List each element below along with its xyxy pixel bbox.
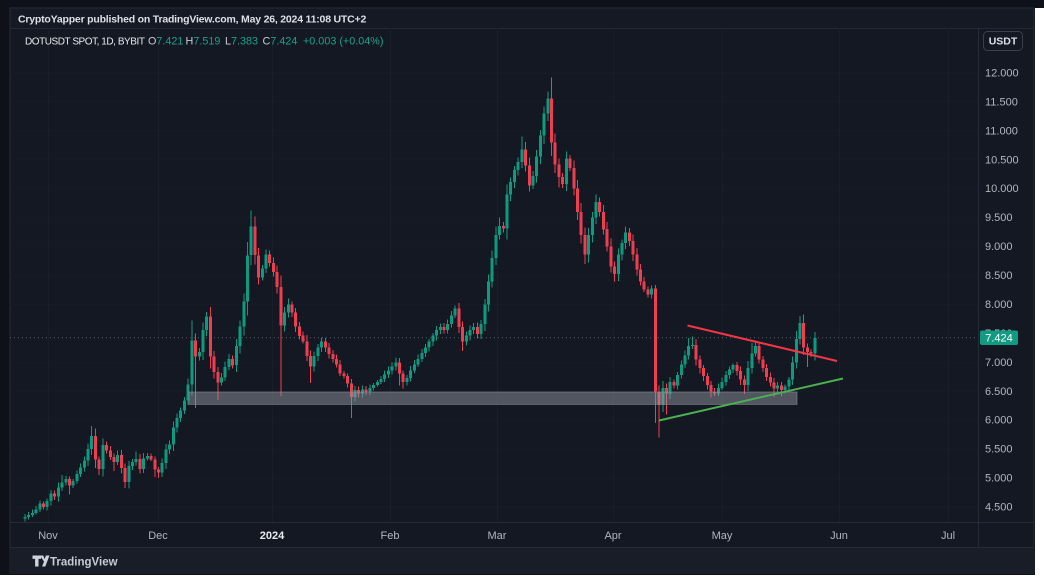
svg-text:H7.519: H7.519	[186, 36, 221, 48]
svg-text:Nov: Nov	[38, 530, 58, 542]
svg-text:TradingView: TradingView	[50, 557, 118, 569]
svg-text:8.000: 8.000	[985, 299, 1013, 311]
svg-text:Dec: Dec	[148, 530, 168, 542]
svg-text:USDT: USDT	[989, 36, 1018, 48]
svg-text:11.000: 11.000	[985, 125, 1018, 137]
svg-text:O7.421: O7.421	[148, 36, 183, 48]
svg-text:9.000: 9.000	[985, 241, 1013, 253]
svg-text:11.500: 11.500	[985, 96, 1018, 108]
svg-text:6.000: 6.000	[985, 415, 1013, 427]
svg-text:L7.383: L7.383	[225, 36, 258, 48]
svg-text:12.000: 12.000	[985, 68, 1019, 80]
svg-text:6.500: 6.500	[985, 386, 1013, 398]
svg-text:5.500: 5.500	[985, 444, 1013, 456]
svg-text:May: May	[712, 530, 733, 542]
svg-text:Jul: Jul	[941, 530, 955, 542]
svg-text:7.424: 7.424	[985, 333, 1013, 345]
svg-text:C7.424: C7.424	[263, 36, 298, 48]
svg-text:+0.003 (+0.04%): +0.003 (+0.04%)	[303, 36, 383, 48]
svg-text:4.500: 4.500	[985, 502, 1013, 514]
svg-text:Mar: Mar	[488, 530, 507, 542]
svg-text:Apr: Apr	[604, 530, 621, 542]
svg-text:DOTUSDT SPOT, 1D, BYBIT: DOTUSDT SPOT, 1D, BYBIT	[25, 37, 145, 48]
svg-text:9.500: 9.500	[985, 212, 1013, 224]
svg-text:CryptoYapper published on Trad: CryptoYapper published on TradingView.co…	[18, 14, 366, 26]
svg-text:5.000: 5.000	[985, 473, 1013, 485]
svg-text:2024: 2024	[260, 530, 285, 542]
svg-text:10.000: 10.000	[985, 183, 1019, 195]
svg-text:Jun: Jun	[830, 530, 848, 542]
svg-text:Feb: Feb	[381, 530, 400, 542]
svg-text:10.500: 10.500	[985, 154, 1019, 166]
svg-text:8.500: 8.500	[985, 270, 1013, 282]
svg-text:7.000: 7.000	[985, 357, 1013, 369]
